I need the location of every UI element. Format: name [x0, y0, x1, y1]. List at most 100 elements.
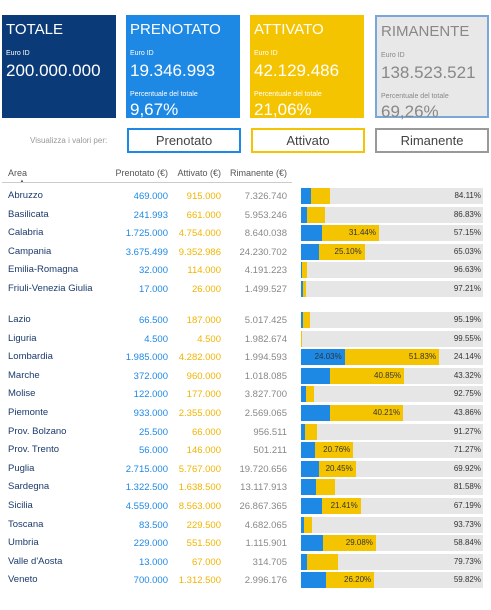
cell-value: 114.000: [187, 265, 221, 277]
bar-segment: [301, 262, 303, 279]
bar-segment: [301, 535, 323, 552]
bar-label: 95.19%: [453, 315, 481, 324]
area-name: Liguria: [8, 332, 37, 344]
cell-value: 241.993: [133, 209, 168, 221]
bar-label: 51.83%: [408, 352, 437, 362]
cell-value: 1.982.674: [244, 333, 287, 345]
bar-label: 69.92%: [453, 463, 481, 473]
bar-segment: [374, 572, 483, 589]
column-header[interactable]: Prenotato (€): [115, 168, 168, 178]
cell-value: 314.705: [252, 556, 287, 568]
bar-segment: [306, 386, 315, 403]
cell-value: 501.211: [253, 445, 287, 457]
bar-label: 58.84%: [453, 538, 481, 548]
cell-value: 13.000: [138, 556, 168, 568]
header-rule: [2, 182, 292, 183]
bar-segment: [306, 281, 483, 297]
bar-segment: [301, 367, 330, 384]
column-header[interactable]: Attivato (€): [177, 168, 221, 178]
cell-value: 26.000: [191, 284, 221, 295]
bar-segment: [315, 479, 335, 496]
bar-segment: [307, 262, 483, 279]
cell-value: 1.312.500: [178, 575, 221, 587]
cell-value: 7.326.740: [244, 191, 287, 202]
bar-segment: [337, 553, 483, 570]
area-name: Lombardia: [8, 351, 53, 363]
cell-value: 25.500: [138, 426, 168, 438]
bar-segment: [310, 188, 330, 204]
bar-segment: [324, 206, 483, 223]
bar-segment: [403, 405, 483, 421]
column-header[interactable]: Area: [8, 168, 28, 178]
cell-value: 4.191.223: [244, 265, 287, 277]
bar-label: 65.03%: [453, 246, 481, 256]
card-title: RIMANENTE: [381, 23, 470, 40]
cell-value: 229.000: [133, 538, 168, 550]
cell-value: 1.994.593: [244, 352, 287, 364]
cell-value: 700.000: [133, 575, 168, 587]
area-name: Prov. Bolzano: [8, 425, 67, 437]
bar-label: 99.55%: [453, 333, 481, 343]
cell-value: 2.355.000: [178, 408, 221, 419]
bar-segment: [305, 423, 317, 440]
cell-value: 32.000: [138, 265, 168, 277]
bar-label: 97.21%: [453, 284, 481, 293]
cell-value: 5.767.000: [178, 463, 221, 475]
area-name: Puglia: [8, 462, 35, 474]
bar-segment: [329, 367, 405, 384]
card: PRENOTATO Euro ID 19.346.993 Percentuale…: [126, 15, 240, 119]
bar-segment: [344, 349, 440, 366]
cell-value: 551.500: [186, 538, 221, 550]
area-name: Marche: [8, 369, 40, 381]
cell-value: 915.000: [186, 191, 221, 202]
bar-segment: [309, 312, 483, 328]
bar-segment: [303, 312, 310, 328]
bar-label: 84.11%: [454, 191, 481, 200]
bar-segment: [301, 386, 307, 403]
bar-label: 79.73%: [453, 556, 481, 566]
cell-value: 9.352.986: [178, 246, 221, 258]
bar-segment: [329, 405, 404, 421]
bar-label: 59.82%: [453, 575, 481, 585]
bar-label: 40.21%: [373, 408, 401, 417]
cell-value: 2.715.000: [125, 463, 168, 475]
cell-value: 960.000: [186, 370, 221, 382]
cell-value: 1.018.085: [244, 370, 287, 382]
bar-label: 71.27%: [453, 445, 481, 455]
bar-label: 92.75%: [453, 389, 481, 399]
toggle-button[interactable]: Rimanente: [375, 128, 489, 153]
bar-label: 29.08%: [345, 538, 373, 548]
area-name: Prov. Trento: [8, 444, 60, 456]
area-name: Molise: [8, 388, 36, 400]
bar-label: 43.32%: [453, 370, 481, 380]
bar-segment: [329, 188, 483, 204]
card-pct: 21,06%: [254, 100, 312, 119]
bar-segment: [301, 572, 327, 589]
bar-segment: [326, 572, 375, 589]
bar-label: 67.19%: [453, 501, 481, 510]
cell-value: 83.500: [138, 519, 168, 531]
toggle-button[interactable]: Prenotato: [127, 128, 241, 153]
bar-segment: [312, 516, 483, 533]
card-value: 42.129.486: [254, 61, 340, 80]
bar-segment: [301, 225, 322, 242]
bar-label: 25.10%: [334, 246, 362, 256]
cell-value: 1.985.000: [125, 352, 168, 364]
bar-label: 43.86%: [453, 408, 481, 417]
cell-value: 26.867.365: [239, 501, 287, 512]
cell-value: 1.322.500: [125, 482, 168, 494]
card-title: PRENOTATO: [130, 21, 221, 38]
bar-label: 26.20%: [344, 575, 372, 585]
bar-label: 81.58%: [453, 482, 481, 492]
cell-value: 933.000: [133, 408, 168, 419]
bar-segment: [301, 423, 306, 440]
cell-value: 56.000: [138, 445, 168, 457]
card-title: TOTALE: [6, 21, 63, 38]
column-header[interactable]: Rimanente (€): [229, 168, 287, 178]
area-name: Umbria: [8, 537, 39, 549]
cell-value: 122.000: [133, 389, 168, 401]
toggle-button[interactable]: Attivato: [251, 128, 365, 153]
bar-label: 86.83%: [453, 209, 481, 219]
bar-segment: [318, 460, 356, 477]
